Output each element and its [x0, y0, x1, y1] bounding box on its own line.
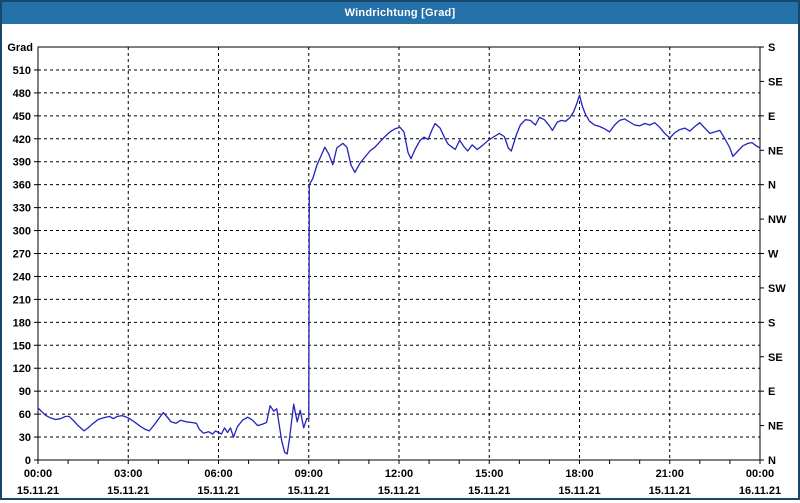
x-time-label: 06:00: [204, 468, 232, 480]
y-left-tick-label: 60: [19, 409, 31, 421]
x-date-label: 16.11.21: [739, 485, 781, 497]
x-time-label: 21:00: [656, 468, 684, 480]
x-date-label: 15.11.21: [17, 485, 59, 497]
y-left-tick-label: 120: [13, 363, 31, 375]
x-time-label: 18:00: [565, 468, 593, 480]
compass-label: NE: [768, 421, 783, 433]
x-time-label: 12:00: [385, 468, 413, 480]
compass-label: N: [768, 180, 776, 192]
y-left-tick-label: 0: [25, 455, 31, 467]
y-left-tick-label: 210: [13, 294, 31, 306]
wind-direction-chart: 0 30 60 90 120 150 180 210 240 270 300 330 360 390 420…: [7, 42, 787, 497]
y-left-tick-label: 30: [19, 432, 31, 444]
x-time-label: 15:00: [475, 468, 503, 480]
compass-label: SW: [768, 283, 786, 295]
x-date-label: 15.11.21: [288, 485, 330, 497]
y-left-tick-label: 420: [13, 134, 31, 146]
x-time-label: 09:00: [295, 468, 323, 480]
y-left-tick-label: 510: [13, 65, 31, 77]
x-date-label: 15.11.21: [197, 485, 239, 497]
x-date-label: 15.11.21: [468, 485, 510, 497]
window-titlebar: Windrichtung [Grad]: [2, 2, 798, 24]
x-date-label: 15.11.21: [107, 485, 149, 497]
wind-direction-series-line: [37, 94, 761, 455]
compass-label: W: [768, 249, 779, 261]
compass-label: E: [768, 386, 775, 398]
x-time-label: 03:00: [114, 468, 142, 480]
compass-label: NW: [768, 214, 787, 226]
compass-label: E: [768, 111, 775, 123]
y-left-tick-label: 180: [13, 317, 31, 329]
y-left-tick-label: 270: [13, 249, 31, 261]
y-left-tick-label: 360: [13, 180, 31, 192]
x-date-label: 15.11.21: [649, 485, 691, 497]
compass-label: S: [768, 317, 775, 329]
window-title: Windrichtung [Grad]: [344, 7, 456, 19]
compass-label: NE: [768, 145, 783, 157]
y-left-tick-label: 300: [13, 226, 31, 238]
x-date-label: 15.11.21: [378, 485, 420, 497]
compass-label: SE: [768, 76, 783, 88]
y-left-tick-label: 240: [13, 271, 31, 283]
y-left-tick-label: 390: [13, 157, 31, 169]
x-time-label: 00:00: [24, 468, 52, 480]
y-left-tick-label: 150: [13, 340, 31, 352]
x-time-label: 00:00: [746, 468, 774, 480]
y-left-tick-label: 480: [13, 88, 31, 100]
y-left-tick-label: 90: [19, 386, 31, 398]
chart-area: 0 30 60 90 120 150 180 210 240 270 300 330 360 390 420…: [2, 24, 798, 498]
compass-label: S: [768, 42, 775, 54]
y-left-tick-label: 330: [13, 203, 31, 215]
y-left-tick-label: 450: [13, 111, 31, 123]
compass-label: SE: [768, 352, 783, 364]
y-left-axis-title: Grad: [7, 42, 33, 54]
x-date-label: 15.11.21: [558, 485, 600, 497]
compass-label: N: [768, 455, 776, 467]
